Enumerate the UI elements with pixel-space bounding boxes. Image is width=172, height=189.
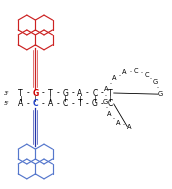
Text: G: G bbox=[152, 79, 157, 85]
Text: -: - bbox=[27, 99, 29, 108]
Text: -: - bbox=[123, 122, 125, 127]
Text: -: - bbox=[140, 71, 142, 76]
Text: -: - bbox=[156, 86, 158, 91]
Text: A: A bbox=[127, 124, 131, 129]
Text: C: C bbox=[63, 99, 68, 108]
Text: G: G bbox=[62, 88, 68, 98]
Text: C: C bbox=[107, 99, 112, 108]
Text: A: A bbox=[112, 75, 116, 81]
Text: -: - bbox=[41, 88, 44, 98]
Text: A: A bbox=[18, 99, 23, 108]
Text: C: C bbox=[134, 68, 138, 74]
Text: G: G bbox=[32, 88, 39, 98]
Text: C: C bbox=[144, 72, 149, 78]
Text: -: - bbox=[106, 106, 108, 111]
Text: -: - bbox=[113, 116, 115, 121]
Text: -: - bbox=[101, 88, 104, 98]
Text: C: C bbox=[33, 99, 38, 108]
Text: T: T bbox=[108, 88, 112, 98]
Text: G: G bbox=[92, 99, 98, 108]
Text: A: A bbox=[104, 86, 109, 92]
Text: 3': 3' bbox=[4, 91, 9, 95]
Text: -: - bbox=[150, 76, 152, 81]
Text: -: - bbox=[101, 99, 104, 108]
Text: T: T bbox=[48, 88, 53, 98]
Text: A: A bbox=[122, 69, 127, 75]
Text: G: G bbox=[103, 99, 108, 105]
Text: A: A bbox=[77, 88, 83, 98]
Text: T: T bbox=[18, 88, 23, 98]
Text: -: - bbox=[86, 88, 89, 98]
Text: A: A bbox=[107, 111, 112, 117]
Text: C: C bbox=[92, 88, 98, 98]
Text: -: - bbox=[109, 81, 111, 86]
Text: -: - bbox=[56, 99, 59, 108]
Text: T: T bbox=[78, 99, 82, 108]
Text: -: - bbox=[56, 88, 59, 98]
Text: -: - bbox=[41, 99, 44, 108]
Text: -: - bbox=[86, 99, 89, 108]
Text: -: - bbox=[71, 99, 74, 108]
Text: G: G bbox=[157, 91, 163, 97]
Text: -: - bbox=[118, 73, 120, 78]
Text: A: A bbox=[116, 119, 120, 125]
Text: -: - bbox=[105, 93, 107, 98]
Text: -: - bbox=[27, 88, 29, 98]
Text: A: A bbox=[48, 99, 53, 108]
Text: -: - bbox=[71, 88, 74, 98]
Text: 5': 5' bbox=[4, 101, 9, 106]
Text: -: - bbox=[129, 69, 131, 74]
